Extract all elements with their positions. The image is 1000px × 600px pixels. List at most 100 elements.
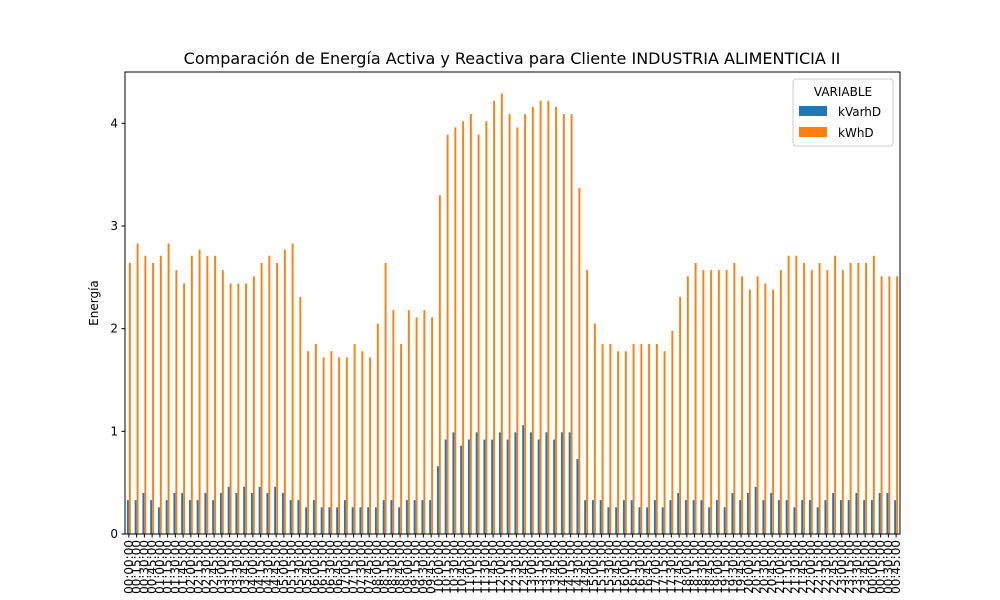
bar-kwhd-30 xyxy=(361,351,364,534)
bar-kwhd-95 xyxy=(865,262,868,534)
bar-kwhd-56 xyxy=(562,114,565,534)
bar-kvarhd-18 xyxy=(266,492,269,534)
y-tick-label-0: 0 xyxy=(110,527,118,541)
x-tick-label-88: 22:00:00 xyxy=(804,540,818,594)
bar-kwhd-16 xyxy=(252,276,255,534)
x-tick-label-86: 21:30:00 xyxy=(788,540,802,594)
x-tick-label-24: 06:00:00 xyxy=(308,540,322,594)
x-tick-label-68: 17:00:00 xyxy=(649,540,663,594)
bar-kwhd-10 xyxy=(206,255,209,534)
bar-kvarhd-24 xyxy=(312,500,315,534)
bar-kwhd-88 xyxy=(810,270,813,534)
bar-kwhd-45 xyxy=(477,134,480,534)
bar-kvarhd-50 xyxy=(514,432,517,534)
bar-kvarhd-48 xyxy=(498,432,501,534)
bar-kwhd-69 xyxy=(663,351,666,534)
bar-kwhd-57 xyxy=(570,114,573,534)
bar-kwhd-37 xyxy=(415,317,418,534)
bar-kwhd-62 xyxy=(609,344,612,534)
bar-kwhd-7 xyxy=(183,283,186,534)
bar-kwhd-47 xyxy=(493,100,496,534)
legend: VARIABLE kVarhD kWhD xyxy=(792,78,894,147)
bar-kwhd-58 xyxy=(578,188,581,534)
bar-kvarhd-68 xyxy=(653,500,656,534)
bar-kwhd-93 xyxy=(849,262,852,534)
x-tick-label-38: 09:30:00 xyxy=(416,540,430,594)
x-tick-label-66: 16:30:00 xyxy=(633,540,647,594)
x-tick-label-59: 14:45:00 xyxy=(579,540,593,594)
bar-kvarhd-34 xyxy=(390,500,393,534)
bars-group xyxy=(126,93,899,535)
x-tick-label-94: 23:30:00 xyxy=(850,540,864,594)
x-tick-label-22: 05:30:00 xyxy=(292,540,306,594)
bar-kwhd-44 xyxy=(469,114,472,534)
bar-kvarhd-58 xyxy=(576,459,579,534)
bar-kvarhd-89 xyxy=(816,507,819,534)
bar-kvarhd-32 xyxy=(374,507,377,534)
bar-kvarhd-74 xyxy=(700,500,703,534)
bar-kvarhd-26 xyxy=(328,507,331,534)
bar-kwhd-17 xyxy=(260,262,263,534)
bar-kvarhd-63 xyxy=(615,507,618,534)
x-tick-label-45: 11:15:00 xyxy=(471,540,485,594)
x-tick-label-52: 13:00:00 xyxy=(525,540,539,594)
bar-kwhd-67 xyxy=(648,344,651,534)
bar-kvarhd-2 xyxy=(142,492,145,534)
x-tick-label-73: 18:15:00 xyxy=(688,540,702,594)
x-tick-label-64: 16:00:00 xyxy=(618,540,632,594)
x-tick-label-6: 01:30:00 xyxy=(168,540,182,594)
x-tick-label-36: 09:00:00 xyxy=(401,540,415,594)
bar-kwhd-3 xyxy=(152,262,155,534)
bar-kwhd-72 xyxy=(686,276,689,534)
y-axis-label: Energía xyxy=(87,280,101,326)
x-tick-label-9: 02:15:00 xyxy=(192,540,206,594)
plot-frame xyxy=(124,71,901,535)
bar-kwhd-6 xyxy=(175,270,178,534)
y-tick-label-4: 4 xyxy=(110,116,118,130)
bar-kwhd-91 xyxy=(834,255,837,534)
bar-kvarhd-46 xyxy=(483,439,486,534)
bar-kwhd-2 xyxy=(144,255,147,534)
x-tick-label-23: 05:45:00 xyxy=(300,540,314,594)
legend-label-kvarhd: kVarhD xyxy=(838,105,881,119)
bar-kwhd-97 xyxy=(880,276,883,534)
bar-kwhd-14 xyxy=(237,283,240,534)
x-tick-label-2: 00:30:00 xyxy=(137,540,151,594)
x-tick-label-63: 15:45:00 xyxy=(610,540,624,594)
bar-kvarhd-12 xyxy=(219,492,222,534)
bar-kwhd-15 xyxy=(245,283,248,534)
bar-kvarhd-98 xyxy=(886,492,889,534)
bar-kwhd-82 xyxy=(764,283,767,534)
bar-kvarhd-80 xyxy=(746,492,749,534)
x-tick-label-62: 15:30:00 xyxy=(602,540,616,594)
bar-kwhd-76 xyxy=(717,270,720,534)
x-tick-label-11: 02:45:00 xyxy=(207,540,221,594)
bar-kvarhd-11 xyxy=(212,500,215,534)
bar-kvarhd-40 xyxy=(436,466,439,534)
bar-kwhd-92 xyxy=(841,270,844,534)
bar-kvarhd-71 xyxy=(677,492,680,534)
x-tick-label-21: 05:15:00 xyxy=(285,540,299,594)
bar-kvarhd-31 xyxy=(367,507,370,534)
x-tick-label-91: 22:45:00 xyxy=(827,540,841,594)
x-tick-label-42: 10:30:00 xyxy=(447,540,461,594)
x-tick-label-33: 08:15:00 xyxy=(378,540,392,594)
bar-kvarhd-28 xyxy=(343,500,346,534)
bar-kwhd-86 xyxy=(795,255,798,534)
x-tick-label-82: 20:30:00 xyxy=(757,540,771,594)
bar-kwhd-80 xyxy=(748,289,751,534)
bar-kvarhd-21 xyxy=(289,500,292,534)
bar-kwhd-85 xyxy=(787,255,790,534)
x-tick-label-85: 21:15:00 xyxy=(781,540,795,594)
bar-kwhd-60 xyxy=(593,323,596,534)
x-tick-label-10: 02:30:00 xyxy=(199,540,213,594)
x-tick-label-81: 20:15:00 xyxy=(750,540,764,594)
bar-kvarhd-64 xyxy=(622,500,625,534)
bar-kvarhd-42 xyxy=(452,432,455,534)
x-tick-label-27: 06:45:00 xyxy=(331,540,345,594)
bar-kwhd-89 xyxy=(818,262,821,534)
legend-label-kwhd: kWhD xyxy=(838,126,874,140)
x-tick-label-74: 18:30:00 xyxy=(695,540,709,594)
bar-kvarhd-20 xyxy=(281,492,284,534)
x-tick-label-72: 18:00:00 xyxy=(680,540,694,594)
